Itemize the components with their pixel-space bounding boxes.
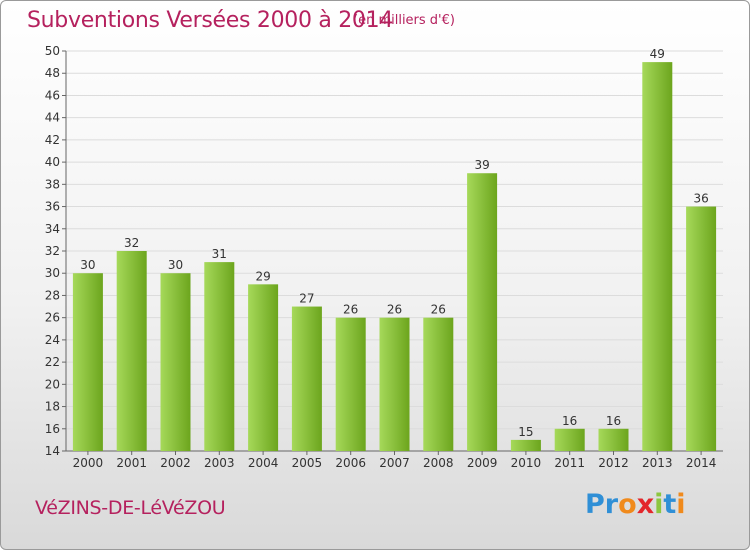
x-tick-label: 2009	[467, 456, 498, 470]
logo-letter: i	[676, 489, 686, 520]
logo-letter: o	[618, 489, 637, 520]
bar	[291, 306, 322, 451]
x-tick-label: 2013	[642, 456, 673, 470]
bar	[510, 439, 541, 451]
x-tick-label: 2005	[292, 456, 323, 470]
bar-value-label: 26	[343, 303, 358, 317]
bar	[116, 251, 147, 451]
y-tick-label: 50	[45, 44, 60, 58]
bar	[467, 173, 498, 451]
bar	[72, 273, 103, 451]
x-tick-label: 2007	[379, 456, 410, 470]
bar-value-label: 36	[693, 192, 708, 206]
bar-value-label: 26	[431, 303, 446, 317]
y-tick-label: 24	[45, 333, 60, 347]
bar-value-label: 26	[387, 303, 402, 317]
bar	[248, 284, 279, 451]
chart-subtitle: (en milliers d'€)	[353, 13, 455, 28]
bar-value-label: 32	[124, 236, 139, 250]
y-tick-label: 46	[45, 88, 60, 102]
x-tick-label: 2001	[116, 456, 147, 470]
bar-value-label: 27	[299, 292, 314, 306]
bar-value-label: 49	[650, 47, 665, 61]
logo-letter: P	[585, 489, 605, 520]
bar-value-label: 16	[562, 414, 577, 428]
y-tick-label: 38	[45, 177, 60, 191]
logo-letter: x	[636, 489, 655, 520]
bar	[335, 317, 366, 451]
y-tick-label: 20	[45, 377, 60, 391]
x-tick-label: 2004	[248, 456, 279, 470]
x-tick-label: 2002	[160, 456, 191, 470]
x-tick-label: 2003	[204, 456, 235, 470]
y-tick-label: 48	[45, 66, 60, 80]
y-tick-label: 26	[45, 311, 60, 325]
bar	[554, 428, 585, 451]
y-tick-label: 36	[45, 200, 60, 214]
x-tick-label: 2010	[511, 456, 542, 470]
x-tick-label: 2006	[335, 456, 366, 470]
logo-letter: i	[654, 489, 664, 520]
y-tick-label: 28	[45, 288, 60, 302]
bar	[160, 273, 191, 451]
bar-value-label: 30	[168, 258, 183, 272]
bar	[204, 262, 235, 451]
bar-value-label: 15	[518, 425, 533, 439]
y-tick-label: 40	[45, 155, 60, 169]
chart-title: Subventions Versées 2000 à 2014	[27, 8, 394, 33]
bar	[379, 317, 410, 451]
proxiti-logo: Proxiti	[585, 489, 686, 520]
bar	[686, 206, 717, 451]
bar	[423, 317, 454, 451]
bar-value-label: 29	[255, 269, 270, 283]
bar	[598, 428, 629, 451]
bar-value-label: 30	[80, 258, 95, 272]
x-tick-label: 2012	[598, 456, 629, 470]
y-tick-label: 44	[45, 111, 60, 125]
y-tick-label: 16	[45, 422, 60, 436]
bar-value-label: 31	[212, 247, 227, 261]
y-tick-label: 30	[45, 266, 60, 280]
logo-letter: r	[604, 489, 619, 520]
y-tick-label: 32	[45, 244, 60, 258]
x-tick-label: 2008	[423, 456, 454, 470]
y-tick-label: 14	[45, 444, 60, 458]
x-tick-label: 2014	[686, 456, 717, 470]
bar	[642, 62, 673, 451]
logo-letter: t	[663, 489, 677, 520]
y-tick-label: 18	[45, 400, 60, 414]
x-tick-label: 2011	[554, 456, 585, 470]
commune-name: VéZINS-DE-LéVéZOU	[35, 497, 226, 519]
bar-value-label: 39	[474, 158, 489, 172]
y-tick-label: 22	[45, 355, 60, 369]
bar-value-label: 16	[606, 414, 621, 428]
y-tick-label: 34	[45, 222, 60, 236]
x-tick-label: 2000	[73, 456, 104, 470]
y-tick-label: 42	[45, 133, 60, 147]
